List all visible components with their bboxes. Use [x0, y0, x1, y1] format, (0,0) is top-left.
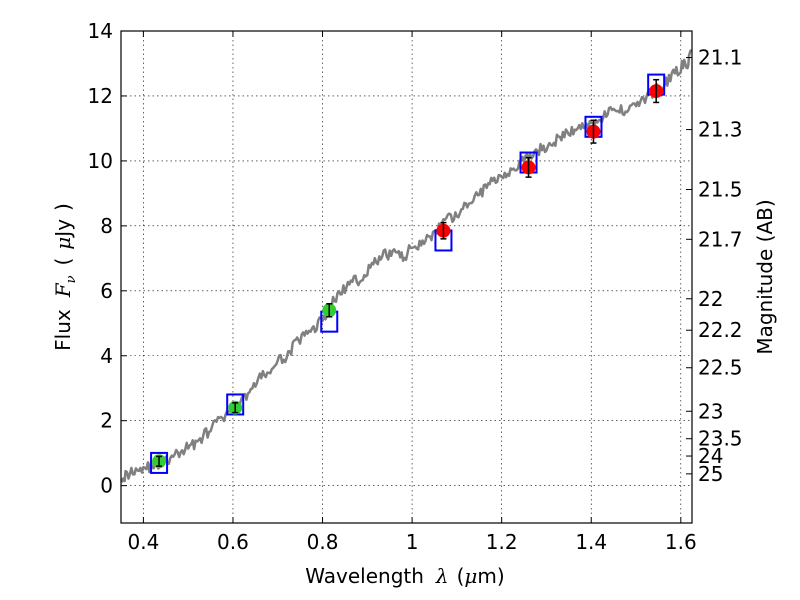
x-tick-label: 1.4	[575, 530, 607, 554]
magnitude-tick-label: 21.7	[698, 227, 743, 251]
y-tick-label: 2	[100, 409, 113, 433]
x-tick-label: 1.2	[486, 530, 518, 554]
magnitude-tick-label: 21.1	[698, 46, 743, 70]
y-axis-label: FluxFν(μJy)	[51, 203, 79, 351]
magnitude-tick-label: 21.5	[698, 177, 743, 201]
plot-layer	[121, 49, 692, 483]
spectrum-line	[121, 49, 692, 483]
y-tick-label: 4	[100, 344, 113, 368]
y-tick-label: 8	[100, 214, 113, 238]
y-tick-label: 0	[100, 474, 113, 498]
y-tick-label: 12	[88, 84, 113, 108]
magnitude-tick-label: 25	[698, 462, 723, 486]
x-tick-label: 1	[406, 530, 419, 554]
y-tick-label: 10	[88, 149, 113, 173]
x-axis-label: Wavelength λ (μm)	[305, 564, 504, 588]
x-tick-label: 0.8	[307, 530, 339, 554]
x-tick-label: 0.6	[217, 530, 249, 554]
plot-frame	[120, 30, 693, 524]
x-tick-label: 0.4	[127, 530, 159, 554]
x-tick-label: 1.6	[665, 530, 697, 554]
magnitude-tick-label: 23.5	[698, 427, 743, 451]
y-tick-label: 6	[100, 279, 113, 303]
plot-area	[121, 49, 692, 483]
model-point-square	[150, 451, 169, 474]
axis-ticks: 0.4 0.6 0.8 1 1.2 1.4 1.60246810121421.121.321…	[88, 19, 743, 554]
magnitude-tick-label: 24	[698, 444, 723, 468]
magnitude-tick-label: 22.2	[698, 318, 743, 342]
grid	[121, 30, 692, 523]
magnitude-tick-label: 22.5	[698, 356, 743, 380]
y-tick-label: 14	[88, 19, 113, 43]
magnitude-tick-label: 22	[698, 287, 723, 311]
magnitude-tick-label: 23	[698, 399, 723, 423]
magnitude-axis-label: Magnitude (AB)	[753, 199, 777, 354]
magnitude-tick-label: 21.3	[698, 118, 743, 142]
